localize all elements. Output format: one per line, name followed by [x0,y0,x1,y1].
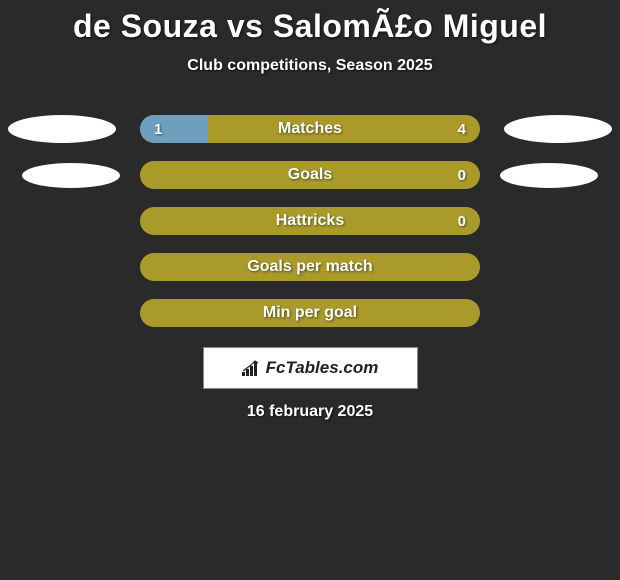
stat-value-right: 4 [458,121,466,138]
stat-label: Goals [140,166,480,184]
stat-label: Min per goal [140,304,480,322]
stat-value-right: 0 [458,167,466,184]
stat-bar: 1Matches4 [140,115,480,143]
player-marker-right [504,115,612,143]
stat-bar: Min per goal [140,299,480,327]
stat-bar: Goals per match [140,253,480,281]
comparison-infographic: de Souza vs SalomÃ£o Miguel Club competi… [0,0,620,421]
stat-label: Goals per match [140,258,480,276]
stat-row: Goals0 [0,161,620,189]
page-title: de Souza vs SalomÃ£o Miguel [0,8,620,45]
stat-bar-fill-left [140,115,208,143]
logo-text: FcTables.com [266,358,379,378]
player-marker-right [500,163,598,188]
stat-label: Hattricks [140,212,480,230]
logo: FcTables.com [242,358,379,378]
logo-box: FcTables.com [203,347,418,389]
stat-row: Hattricks0 [0,207,620,235]
stat-value-left: 1 [154,121,162,138]
stat-row: Min per goal [0,299,620,327]
stat-row: 1Matches4 [0,115,620,143]
subtitle: Club competitions, Season 2025 [0,57,620,75]
stat-rows: 1Matches4Goals0Hattricks0Goals per match… [0,115,620,327]
stat-value-right: 0 [458,213,466,230]
player-marker-left [22,163,120,188]
date-text: 16 february 2025 [0,403,620,421]
stat-bar: Hattricks0 [140,207,480,235]
stat-row: Goals per match [0,253,620,281]
fctables-icon [242,360,262,376]
stat-bar: Goals0 [140,161,480,189]
player-marker-left [8,115,116,143]
